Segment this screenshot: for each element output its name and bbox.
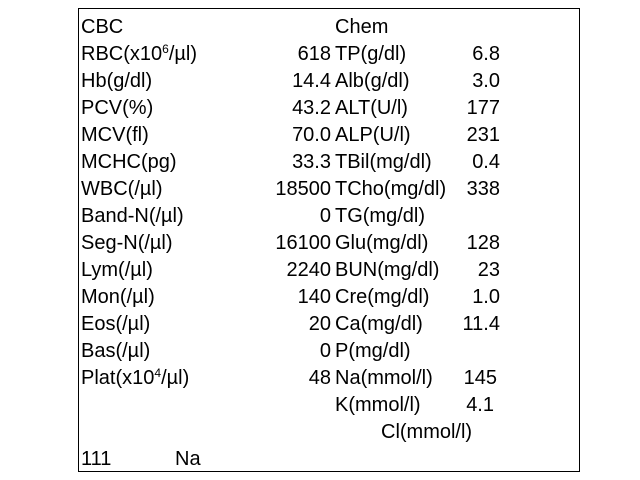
cbc-value: 48 [308, 367, 331, 389]
chem-label: BUN(mg/dl) [335, 259, 440, 281]
cbc-value: 618 [297, 43, 331, 65]
cbc-value: 0 [319, 340, 331, 362]
cbc-value: 43.2 [292, 97, 331, 119]
cbc-row-bas: Bas(/µl) 0 [81, 338, 331, 364]
chem-value: 11.4 [462, 313, 500, 335]
chem-value: 6.8 [472, 43, 500, 65]
chem-row-na: Na(mmol/l) 145 [335, 365, 579, 391]
chem-value: 23 [477, 259, 500, 281]
chem-value: 177 [466, 97, 500, 119]
chem-label: Ca(mg/dl) [335, 313, 423, 335]
cbc-row-eos: Eos(/µl) 20 [81, 311, 331, 337]
chem-label: TP(g/dl) [335, 43, 407, 65]
chem-value: 231 [466, 124, 500, 146]
chem-row-tbil: TBil(mg/dl) 0.4 [335, 149, 579, 175]
cbc-label-pre: Plat(x10 [81, 367, 155, 389]
chem-label: Na(mmol/l) [335, 367, 433, 389]
cbc-value: 20 [308, 313, 331, 335]
cbc-header-label: CBC [81, 16, 124, 38]
chem-label: K(mmol/l) [335, 394, 421, 416]
cbc-row-mon: Mon(/µl) 140 [81, 284, 331, 310]
cbc-label-post: /µl) [161, 367, 190, 389]
cbc-label: Band-N(/µl) [81, 205, 184, 227]
cbc-label: Plat(x104/µl) [81, 365, 189, 393]
footer-note: Na [175, 448, 201, 470]
cbc-row-seg-n: Seg-N(/µl) 16100 [81, 230, 331, 256]
cbc-row-rbc: RBC(x106/µl) 618 [81, 41, 331, 67]
chem-row-tp: TP(g/dl) 6.8 [335, 41, 579, 67]
cbc-row-lym: Lym(/µl) 2240 [81, 257, 331, 283]
cbc-label: WBC(/µl) [81, 178, 163, 200]
cbc-row-plat: Plat(x104/µl) 48 [81, 365, 331, 391]
chem-label: ALT(U/l) [335, 97, 408, 119]
cbc-label-sup: 4 [154, 366, 162, 380]
chem-row-p: P(mg/dl) [335, 338, 579, 364]
cbc-label: PCV(%) [81, 97, 154, 119]
chem-value: 145 [463, 367, 497, 389]
footer-id: 111 [81, 448, 112, 470]
cbc-row-mcv: MCV(fl) 70.0 [81, 122, 331, 148]
cbc-row-wbc: WBC(/µl) 18500 [81, 176, 331, 202]
chem-row-cl: Cl(mmol/l) [381, 419, 625, 445]
chem-row-glu: Glu(mg/dl) 128 [335, 230, 579, 256]
chem-label: TCho(mg/dl) [335, 178, 447, 200]
chem-row-alp: ALP(U/l) 231 [335, 122, 579, 148]
chem-row-tg: TG(mg/dl) [335, 203, 579, 229]
cbc-value: 70.0 [292, 124, 331, 146]
chem-label: P(mg/dl) [335, 340, 411, 362]
cbc-label: Eos(/µl) [81, 313, 151, 335]
cbc-label: Seg-N(/µl) [81, 232, 173, 254]
cbc-value: 18500 [275, 178, 331, 200]
cbc-label-post: /µl) [168, 43, 198, 65]
chem-header-label: Chem [335, 16, 389, 38]
chem-row-k: K(mmol/l) 4.1 [335, 392, 579, 418]
cbc-value: 16100 [275, 232, 331, 254]
chem-header: Chem [335, 14, 579, 40]
cbc-row-mchc: MCHC(pg) 33.3 [81, 149, 331, 175]
cbc-label: Hb(g/dl) [81, 70, 153, 92]
chem-value: 1.0 [472, 286, 500, 308]
cbc-label: Lym(/µl) [81, 259, 153, 281]
chem-value: 338 [466, 178, 500, 200]
cbc-value: 14.4 [292, 70, 331, 92]
cbc-header: CBC [81, 14, 331, 40]
chem-value: 3.0 [472, 70, 500, 92]
chem-row-alt: ALT(U/l) 177 [335, 95, 579, 121]
chem-value: 0.4 [472, 151, 500, 173]
chem-row-tcho: TCho(mg/dl) 338 [335, 176, 579, 202]
cbc-label: RBC(x106/µl) [81, 41, 197, 69]
cbc-value: 2240 [286, 259, 332, 281]
chem-value: 4.1 [466, 394, 494, 416]
cbc-label: MCV(fl) [81, 124, 149, 146]
chem-row-cre: Cre(mg/dl) 1.0 [335, 284, 579, 310]
chem-label: TG(mg/dl) [335, 205, 425, 227]
chem-label: Cl(mmol/l) [381, 421, 473, 443]
chem-label: Alb(g/dl) [335, 70, 410, 92]
cbc-label: Bas(/µl) [81, 340, 151, 362]
cbc-value: 140 [297, 286, 331, 308]
cbc-row-hb: Hb(g/dl) 14.4 [81, 68, 331, 94]
cbc-value: 33.3 [292, 151, 331, 173]
chem-row-ca: Ca(mg/dl) 11.4 [335, 311, 579, 337]
cbc-value: 0 [319, 205, 331, 227]
chem-value: 128 [466, 232, 500, 254]
lab-results-panel: CBC RBC(x106/µl) 618 Hb(g/dl) 14.4 PCV(%… [78, 8, 580, 472]
cbc-label: MCHC(pg) [81, 151, 177, 173]
chem-label: Glu(mg/dl) [335, 232, 429, 254]
chem-label: TBil(mg/dl) [335, 151, 432, 173]
cbc-label-pre: RBC(x10 [81, 43, 163, 65]
chem-label: ALP(U/l) [335, 124, 411, 146]
cbc-label-sup: 6 [162, 42, 169, 56]
chem-row-bun: BUN(mg/dl) 23 [335, 257, 579, 283]
chem-row-alb: Alb(g/dl) 3.0 [335, 68, 579, 94]
chem-label: Cre(mg/dl) [335, 286, 430, 308]
cbc-row-pcv: PCV(%) 43.2 [81, 95, 331, 121]
cbc-label: Mon(/µl) [81, 286, 155, 308]
cbc-row-band-n: Band-N(/µl) 0 [81, 203, 331, 229]
footer: 111 Na [81, 446, 281, 472]
